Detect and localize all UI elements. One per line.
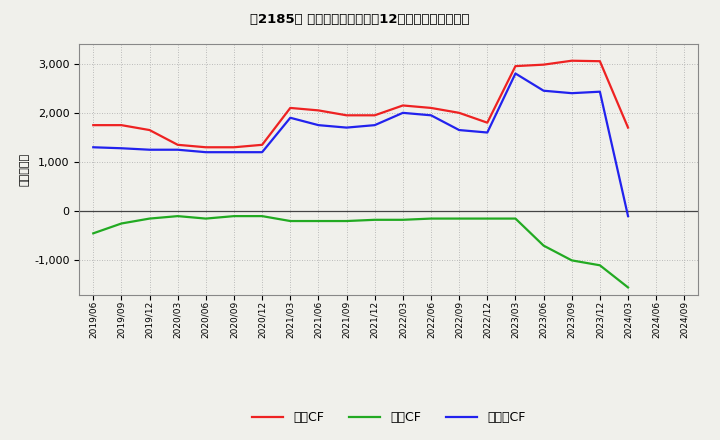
- Legend: 営業CF, 投資CF, フリーCF: 営業CF, 投資CF, フリーCF: [247, 407, 531, 429]
- Y-axis label: （百万円）: （百万円）: [20, 153, 30, 186]
- Text: ［2185］ キャッシュフローの12か月移動合計の推移: ［2185］ キャッシュフローの12か月移動合計の推移: [251, 13, 469, 26]
